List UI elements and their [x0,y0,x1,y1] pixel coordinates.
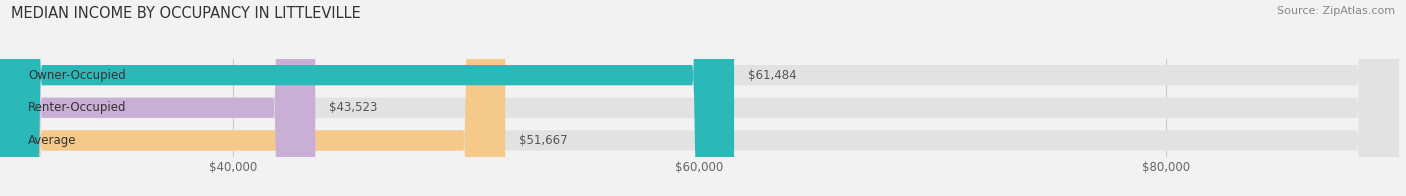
Text: Source: ZipAtlas.com: Source: ZipAtlas.com [1277,6,1395,16]
Text: $51,667: $51,667 [519,134,568,147]
Text: $61,484: $61,484 [748,69,797,82]
Text: Renter-Occupied: Renter-Occupied [28,101,127,114]
FancyBboxPatch shape [0,0,315,196]
Text: Average: Average [28,134,76,147]
FancyBboxPatch shape [0,0,505,196]
Text: MEDIAN INCOME BY OCCUPANCY IN LITTLEVILLE: MEDIAN INCOME BY OCCUPANCY IN LITTLEVILL… [11,6,361,21]
Text: $43,523: $43,523 [329,101,378,114]
Text: Owner-Occupied: Owner-Occupied [28,69,125,82]
FancyBboxPatch shape [0,0,734,196]
